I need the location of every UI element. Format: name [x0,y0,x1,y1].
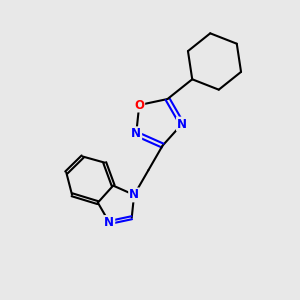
Text: N: N [177,118,187,130]
Text: N: N [131,127,141,140]
Text: O: O [134,98,144,112]
Text: N: N [104,216,114,229]
Text: N: N [129,188,139,201]
